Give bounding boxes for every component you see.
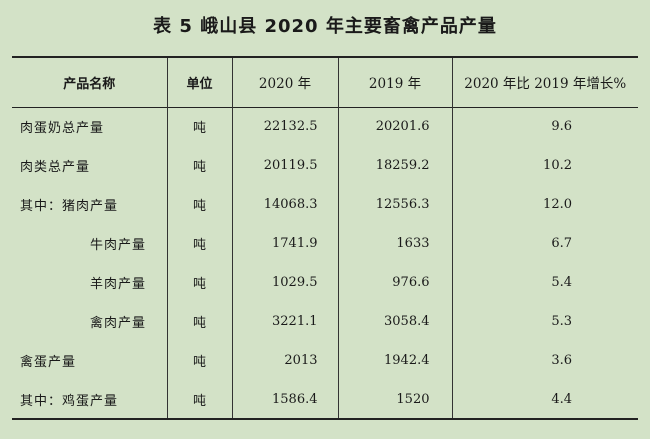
- value-2020: 20119.5: [231, 146, 338, 185]
- value-2019: 1520: [337, 380, 452, 419]
- table-row: 其中：猪肉产量 吨 14068.3 12556.3 12.0: [12, 185, 638, 224]
- table-header-row: 产品名称 单位 2020 年 2019 年 2020 年比 2019 年增长%: [12, 57, 638, 107]
- product-name: 肉类总产量: [20, 160, 91, 175]
- product-name: 禽肉产量: [90, 316, 147, 331]
- unit-cell: 吨: [166, 380, 232, 419]
- value-2020: 22132.5: [231, 107, 338, 146]
- value-2020: 14068.3: [231, 185, 338, 224]
- product-name: 禽蛋产量: [20, 355, 77, 370]
- unit-cell: 吨: [166, 107, 232, 146]
- growth-value: 12.0: [451, 185, 638, 224]
- product-name: 其中：鸡蛋产量: [20, 393, 119, 409]
- header-2019: 2019 年: [337, 57, 452, 107]
- value-2019: 1633: [337, 224, 452, 263]
- header-unit: 单位: [166, 57, 232, 107]
- value-2020: 1741.9: [231, 224, 338, 263]
- unit-cell: 吨: [166, 263, 232, 302]
- table-row: 禽肉产量 吨 3221.1 3058.4 5.3: [12, 302, 638, 341]
- unit-cell: 吨: [166, 146, 232, 185]
- table-row: 羊肉产量 吨 1029.5 976.6 5.4: [12, 263, 638, 302]
- value-2019: 12556.3: [337, 185, 452, 224]
- value-2019: 3058.4: [337, 302, 452, 341]
- growth-value: 4.4: [451, 380, 638, 419]
- value-2020: 3221.1: [231, 302, 338, 341]
- growth-value: 9.6: [451, 107, 638, 146]
- value-2020: 1029.5: [231, 263, 338, 302]
- growth-value: 3.6: [451, 341, 638, 380]
- unit-cell: 吨: [166, 185, 232, 224]
- growth-value: 6.7: [451, 224, 638, 263]
- value-2020: 2013: [231, 341, 338, 380]
- unit-cell: 吨: [166, 341, 232, 380]
- unit-cell: 吨: [166, 302, 232, 341]
- table-row: 其中：鸡蛋产量 吨 1586.4 1520 4.4: [12, 380, 638, 419]
- value-2020: 1586.4: [231, 380, 338, 419]
- header-growth: 2020 年比 2019 年增长%: [451, 57, 638, 107]
- value-2019: 18259.2: [337, 146, 452, 185]
- product-name: 其中：猪肉产量: [20, 199, 119, 214]
- growth-value: 5.3: [451, 302, 638, 341]
- header-product: 产品名称: [63, 76, 116, 92]
- table-row: 肉类总产量 吨 20119.5 18259.2 10.2: [12, 146, 638, 185]
- table-row: 肉蛋奶总产量 吨 22132.5 20201.6 9.6: [12, 107, 638, 146]
- livestock-output-table: 产品名称 单位 2020 年 2019 年 2020 年比 2019 年增长% …: [12, 56, 638, 420]
- growth-value: 5.4: [451, 263, 638, 302]
- value-2019: 1942.4: [337, 341, 452, 380]
- growth-value: 10.2: [451, 146, 638, 185]
- value-2019: 20201.6: [337, 107, 452, 146]
- table-row: 牛肉产量 吨 1741.9 1633 6.7: [12, 224, 638, 263]
- product-name: 肉蛋奶总产量: [20, 121, 105, 137]
- product-name: 牛肉产量: [90, 238, 147, 253]
- product-name: 羊肉产量: [90, 277, 147, 292]
- table-row: 禽蛋产量 吨 2013 1942.4 3.6: [12, 341, 638, 380]
- table-title: 表 5 峨山县 2020 年主要畜禽产品产量: [153, 16, 497, 37]
- header-2020: 2020 年: [231, 57, 338, 107]
- unit-cell: 吨: [166, 224, 232, 263]
- value-2019: 976.6: [337, 263, 452, 302]
